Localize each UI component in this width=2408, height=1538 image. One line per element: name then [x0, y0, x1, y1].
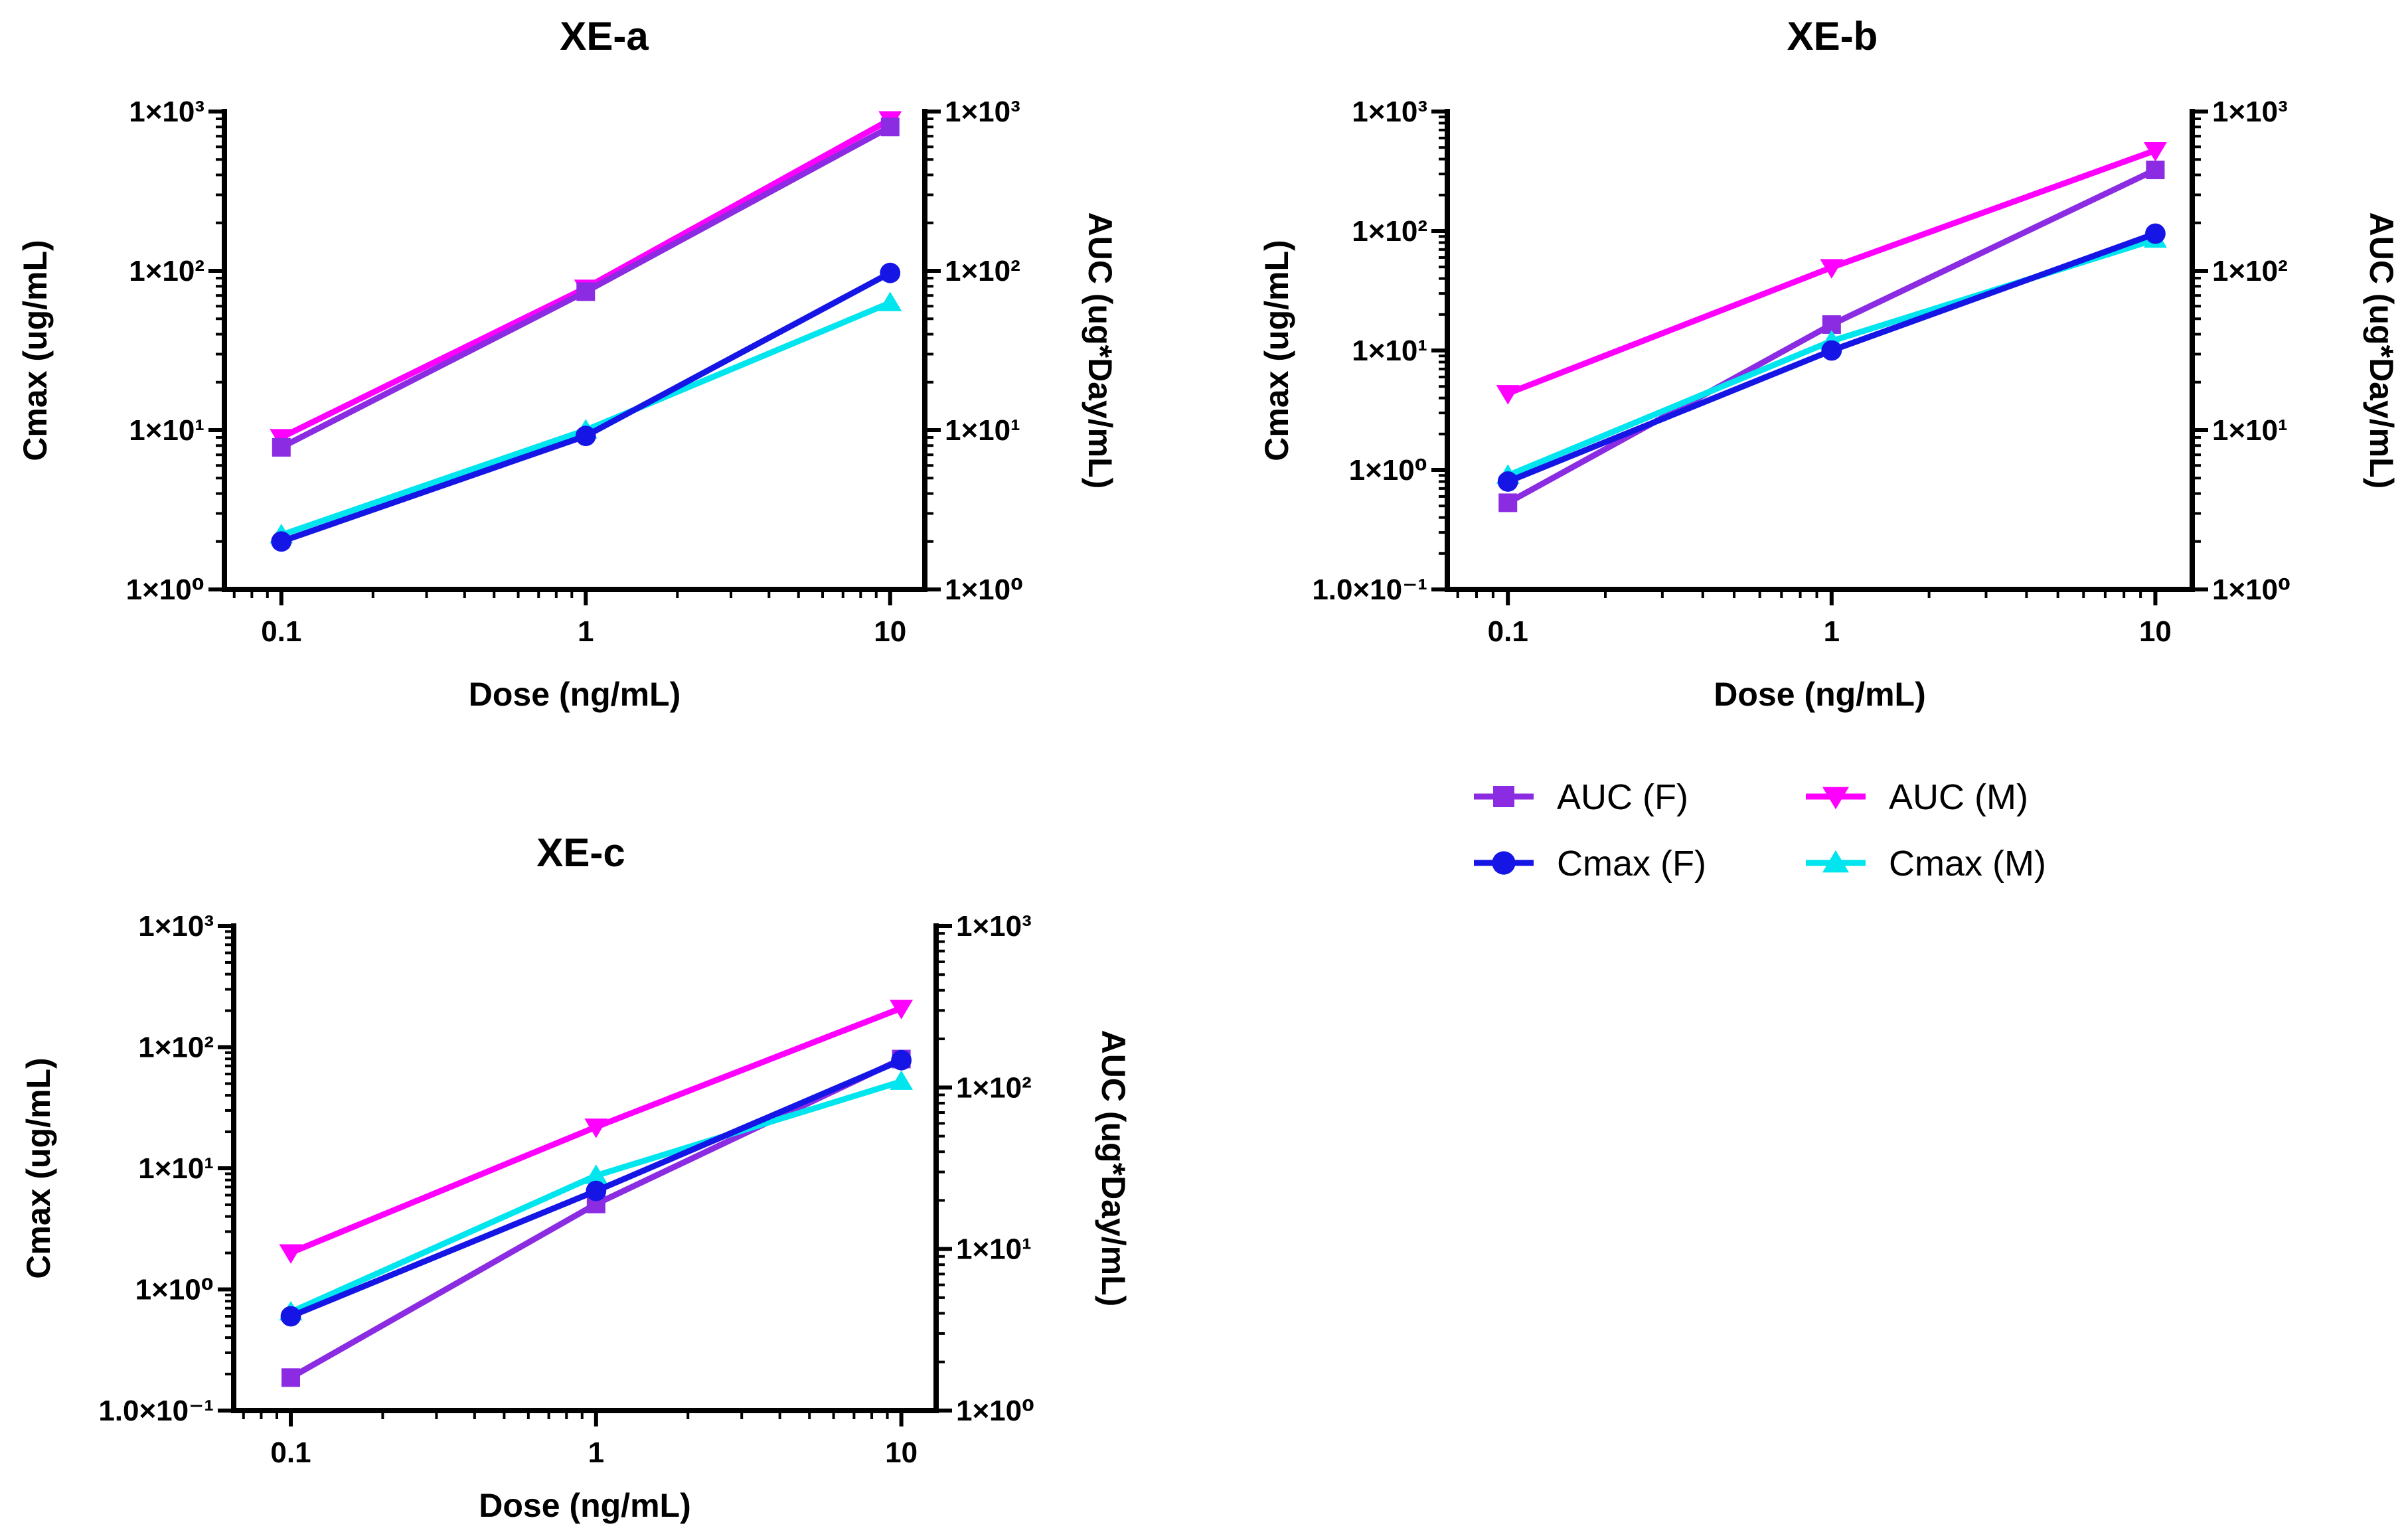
x-tick-label: 0.1	[1488, 615, 1528, 648]
legend-item: AUC (F)	[1474, 777, 1688, 817]
y-tick-label: 1×10³	[129, 96, 204, 128]
y-axis-label: Cmax (ug/mL)	[17, 240, 54, 461]
y-tick-label: 1×10⁰	[1349, 454, 1427, 487]
data-point	[1496, 385, 1520, 405]
data-point	[281, 1368, 301, 1387]
y-axis-label: Cmax (ug/mL)	[1258, 240, 1295, 461]
y2-axis-label: AUC (ug*Day/mL)	[2363, 212, 2400, 489]
x-tick-label: 1	[1824, 615, 1840, 648]
legend-marker	[1493, 786, 1514, 807]
data-point	[279, 1244, 303, 1264]
data-point	[584, 1118, 608, 1138]
series-cmax-f	[271, 262, 901, 552]
series-auc-m	[279, 1000, 914, 1264]
x-tick-label: 1	[588, 1436, 604, 1469]
legend-item: AUC (M)	[1806, 777, 2028, 817]
y-tick-label: 1.0×10⁻¹	[98, 1395, 214, 1427]
y-tick-label: 1×10⁰	[135, 1274, 214, 1306]
y2-tick-label: 1×10⁰	[945, 574, 1023, 606]
x-tick-label: 10	[874, 615, 906, 648]
y-tick-label: 1×10³	[138, 910, 214, 943]
x-tick-label: 10	[2139, 615, 2172, 648]
y2-tick-label: 1×10⁰	[956, 1395, 1034, 1427]
data-point	[2143, 141, 2167, 162]
legend-label: Cmax (F)	[1557, 844, 1706, 884]
y-tick-label: 1×10²	[138, 1032, 214, 1064]
data-point	[890, 1000, 914, 1020]
data-point	[584, 1164, 608, 1184]
y-tick-label: 1×10⁰	[126, 574, 204, 606]
x-tick-label: 10	[885, 1436, 918, 1469]
legend-item: Cmax (F)	[1474, 844, 1706, 884]
data-point	[880, 117, 900, 137]
y2-tick-label: 1×10³	[956, 910, 1032, 943]
y-tick-label: 1×10²	[129, 255, 204, 287]
y2-tick-label: 1×10²	[945, 255, 1020, 287]
data-point	[2146, 160, 2165, 179]
x-tick-label: 1	[578, 615, 594, 648]
series-auc-m	[270, 111, 902, 449]
y2-axis-label: AUC (ug*Day/mL)	[1095, 1030, 1132, 1307]
y2-tick-label: 1×10¹	[956, 1233, 1032, 1266]
data-point	[271, 531, 292, 552]
data-point	[1821, 340, 1842, 361]
panel-xe-a: XE-a 1×10⁰ 1×10¹ 1×10² 1×10³ 1×10⁰ 1×10¹ 1×10² 1…	[17, 14, 1119, 713]
series-auc-f	[272, 117, 900, 457]
series-auc-f	[1498, 160, 2165, 512]
y-tick-label: 1×10³	[1352, 96, 1427, 128]
data-point	[576, 282, 596, 301]
chart-title: XE-b	[1787, 14, 1878, 58]
y2-tick-label: 1×10³	[945, 96, 1020, 128]
series-line	[280, 300, 892, 538]
y-axis-label: Cmax (ug/mL)	[20, 1057, 57, 1278]
y-tick-label: 1×10¹	[1352, 335, 1427, 367]
data-point	[1820, 259, 1844, 279]
x-axis-label: Dose (ng/mL)	[479, 1487, 690, 1524]
legend-marker	[1822, 850, 1849, 873]
series-cmax-f	[280, 1049, 912, 1327]
y2-tick-label: 1×10¹	[945, 414, 1020, 447]
series-line	[280, 117, 892, 441]
y2-tick-label: 1×10²	[2212, 255, 2288, 287]
y2-tick-label: 1×10²	[956, 1071, 1032, 1104]
data-point	[575, 425, 596, 447]
chart-title: XE-c	[536, 830, 625, 875]
panel-xe-b: XE-b 1.0×10⁻¹ 1×10⁰ 1×10¹ 1×10² 1×10³ 1×10⁰ 1×1…	[1258, 14, 2400, 713]
legend-marker	[1822, 787, 1849, 810]
y2-tick-label: 1×10⁰	[2212, 574, 2290, 606]
x-axis-label: Dose (ng/mL)	[469, 676, 681, 713]
y2-tick-label: 1×10³	[2212, 96, 2288, 128]
data-point	[2145, 223, 2166, 244]
data-point	[586, 1180, 607, 1201]
panel-xe-c: XE-c 1.0×10⁻¹ 1×10⁰ 1×10¹ 1×10² 1×10³ 1×10⁰ 1×1…	[20, 830, 1132, 1524]
x-tick-label: 0.1	[270, 1436, 311, 1469]
x-tick-label: 0.1	[261, 615, 301, 648]
data-point	[878, 291, 902, 311]
data-point	[880, 262, 901, 283]
legend-label: AUC (F)	[1557, 777, 1688, 817]
x-axis-label: Dose (ng/mL)	[1714, 676, 1925, 713]
series-cmax-m	[270, 291, 902, 544]
legend-label: Cmax (M)	[1889, 844, 2046, 884]
chart-title: XE-a	[560, 14, 649, 58]
data-point	[1498, 493, 1518, 512]
series-cmax-f	[1497, 223, 2166, 492]
data-point	[891, 1049, 912, 1071]
legend-item: Cmax (M)	[1806, 844, 2046, 884]
data-point	[280, 1306, 301, 1327]
y-tick-label: 1×10¹	[138, 1152, 214, 1185]
y-tick-label: 1.0×10⁻¹	[1312, 574, 1427, 606]
data-point	[1497, 471, 1518, 492]
y2-axis-label: AUC (ug*Day/mL)	[1082, 212, 1119, 489]
y-tick-label: 1×10²	[1352, 215, 1427, 248]
y-tick-label: 1×10¹	[129, 414, 204, 447]
legend-marker	[1492, 851, 1516, 875]
series-auc-m	[1496, 141, 2167, 405]
data-point	[890, 1070, 914, 1090]
data-point	[272, 437, 291, 457]
legend: AUC (F) AUC (M) Cmax (F) Cmax (M)	[1474, 777, 2046, 884]
y2-tick-label: 1×10¹	[2212, 414, 2288, 447]
legend-label: AUC (M)	[1889, 777, 2028, 817]
